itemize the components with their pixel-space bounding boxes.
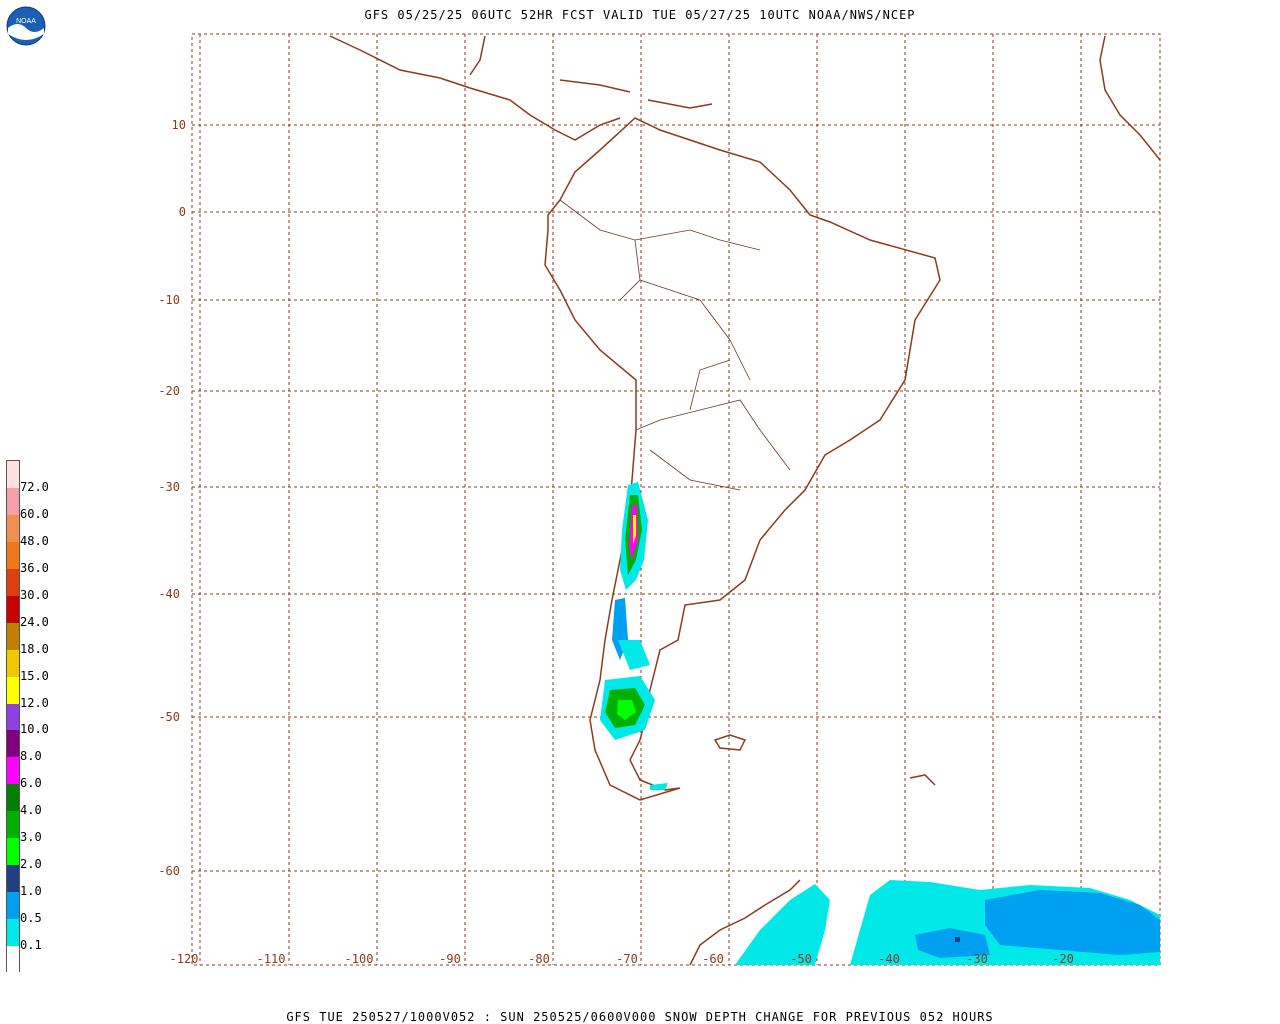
noaa-logo-text: NOAA: [16, 18, 36, 25]
legend-label: 1.0: [20, 884, 42, 899]
legend-swatch: [7, 487, 19, 515]
lon-label: -100: [345, 952, 374, 966]
legend-swatch: [7, 730, 19, 758]
legend-label: 48.0: [20, 533, 49, 548]
legend-swatch: [7, 649, 19, 677]
lat-label: -60: [158, 864, 180, 878]
lat-label: -30: [158, 480, 180, 494]
legend-label: 3.0: [20, 830, 42, 845]
lat-label: -10: [158, 293, 180, 307]
legend-swatch: [7, 865, 19, 893]
map-title: GFS 05/25/25 06UTC 52HR FCST VALID TUE 0…: [364, 8, 916, 22]
lon-label: -120: [170, 952, 199, 966]
color-legend: [6, 460, 20, 974]
legend-label: 4.0: [20, 803, 42, 818]
legend-swatch: [7, 622, 19, 650]
map-caption: GFS TUE 250527/1000V052 : SUN 250525/060…: [286, 1010, 994, 1024]
legend-swatch: [7, 595, 19, 623]
legend-label: 24.0: [20, 614, 49, 629]
legend-swatch: [7, 838, 19, 866]
legend-label: 0.5: [20, 911, 42, 926]
legend-swatch: [7, 676, 19, 704]
lon-label: -80: [528, 952, 550, 966]
lat-label: -20: [158, 384, 180, 398]
legend-label: 60.0: [20, 506, 49, 521]
lon-label: -20: [1052, 952, 1074, 966]
legend-swatch: [7, 811, 19, 839]
lon-label: -90: [439, 952, 461, 966]
lat-label: 0: [179, 205, 186, 219]
lon-label: -40: [878, 952, 900, 966]
legend-label: 8.0: [20, 749, 42, 764]
noaa-logo-icon: NOAA: [6, 6, 46, 46]
lat-axis-labels: 10 0 -10 -20 -30 -40 -50 -60: [158, 118, 186, 878]
snow-field-andes: [600, 482, 668, 790]
lat-label: 10: [172, 118, 186, 132]
legend-label: 12.0: [20, 695, 49, 710]
lon-axis-labels: -120 -110 -100 -90 -80 -70 -60 -50 -40 -…: [170, 952, 1074, 966]
legend-label: 36.0: [20, 560, 49, 575]
country-borders: [559, 199, 791, 491]
legend-label: 6.0: [20, 776, 42, 791]
legend-label: 15.0: [20, 668, 49, 683]
legend-label: 2.0: [20, 857, 42, 872]
legend-label: 30.0: [20, 587, 49, 602]
lat-label: -50: [158, 710, 180, 724]
lat-lon-grid: [191, 33, 1161, 966]
lon-label: -60: [702, 952, 724, 966]
legend-swatch: [7, 919, 19, 947]
legend-label: 72.0: [20, 479, 49, 494]
legend-swatch: [7, 541, 19, 569]
legend-swatch: [7, 784, 19, 812]
legend-label: 18.0: [20, 641, 49, 656]
snow-field-antarctic: [735, 880, 1160, 965]
coastline: [329, 35, 1161, 966]
legend-label: 10.0: [20, 722, 49, 737]
lat-label: -40: [158, 587, 180, 601]
lon-label: -70: [616, 952, 638, 966]
legend-swatch: [7, 461, 19, 488]
legend-swatch: [7, 946, 19, 974]
legend-swatch: [7, 757, 19, 785]
lon-label: -50: [790, 952, 812, 966]
legend-swatch: [7, 514, 19, 542]
legend-label: 0.1: [20, 938, 42, 953]
legend-swatch: [7, 703, 19, 731]
legend-swatch: [7, 892, 19, 920]
legend-swatch: [7, 568, 19, 596]
lon-label: -110: [257, 952, 286, 966]
lon-label: -30: [966, 952, 988, 966]
